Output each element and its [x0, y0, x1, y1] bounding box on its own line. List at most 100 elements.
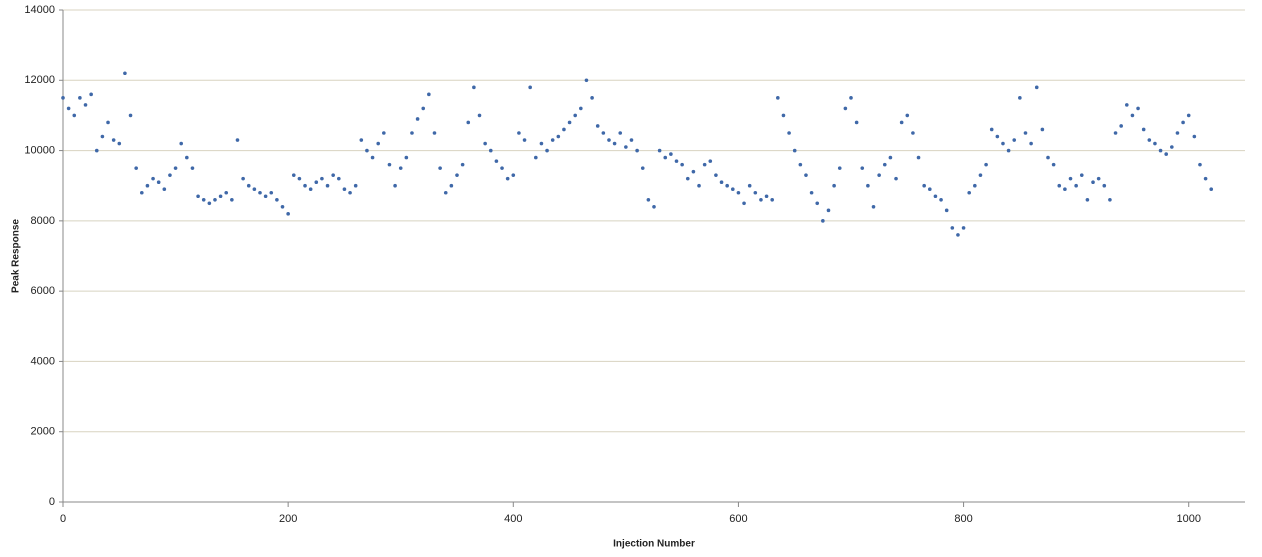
point: [117, 141, 122, 146]
point: [832, 183, 836, 188]
point: [1018, 96, 1022, 100]
point: [100, 134, 105, 139]
point: [821, 219, 825, 223]
point: [263, 194, 268, 199]
y-axis-label: Peak Response: [11, 219, 22, 293]
point: [477, 113, 482, 118]
point: [1158, 148, 1163, 153]
point: [1046, 155, 1050, 160]
point: [736, 190, 741, 195]
point: [567, 120, 572, 125]
point: [1119, 124, 1123, 128]
point: [725, 183, 729, 188]
x-tick-label: 1000: [1176, 513, 1200, 525]
point: [764, 194, 769, 199]
point: [956, 233, 960, 237]
point: [1040, 127, 1045, 132]
point: [646, 197, 651, 202]
point: [657, 148, 662, 153]
y-tick-label: 10000: [24, 144, 55, 156]
point: [866, 183, 870, 188]
point: [162, 187, 167, 192]
point: [376, 141, 381, 146]
y-tick-label: 6000: [31, 285, 55, 297]
point: [218, 194, 223, 199]
point: [365, 148, 369, 153]
point: [224, 190, 229, 195]
point: [1186, 113, 1191, 118]
point: [1136, 106, 1140, 111]
point: [663, 155, 668, 160]
point: [978, 173, 983, 177]
point: [590, 96, 594, 100]
x-tick-label: 600: [729, 513, 747, 525]
point: [410, 131, 414, 135]
point: [973, 183, 977, 188]
point: [809, 190, 814, 195]
point: [449, 183, 454, 188]
point: [275, 197, 279, 202]
point: [421, 106, 426, 111]
point: [106, 120, 110, 125]
y-tick-label: 12000: [24, 74, 55, 86]
point: [826, 208, 831, 213]
point: [320, 176, 324, 181]
point: [280, 205, 285, 209]
point: [1029, 141, 1033, 146]
point: [1125, 103, 1129, 107]
point: [1096, 176, 1101, 181]
point: [415, 117, 420, 121]
point: [595, 124, 600, 128]
point: [190, 166, 195, 170]
point: [111, 138, 116, 142]
point: [78, 96, 82, 100]
point: [950, 226, 955, 230]
point: [742, 201, 746, 206]
point: [770, 197, 774, 202]
point: [1113, 131, 1118, 135]
point: [702, 162, 707, 167]
point: [685, 176, 690, 181]
point: [539, 141, 544, 146]
point: [579, 106, 583, 111]
point: [995, 134, 1000, 139]
point: [815, 201, 820, 206]
point: [185, 155, 189, 160]
point: [629, 138, 634, 142]
point: [697, 183, 701, 188]
point: [517, 131, 521, 135]
point: [1034, 85, 1039, 90]
point: [353, 183, 358, 188]
point: [61, 96, 65, 100]
point: [640, 166, 645, 170]
point: [1001, 141, 1005, 146]
point: [1141, 127, 1146, 132]
point: [787, 131, 791, 135]
point: [1153, 141, 1157, 146]
point: [905, 113, 910, 118]
point: [1192, 134, 1197, 139]
point: [258, 190, 262, 195]
point: [781, 113, 786, 118]
point: [303, 183, 307, 188]
point: [455, 173, 459, 177]
point: [545, 148, 549, 153]
point: [1091, 180, 1095, 184]
point: [472, 85, 476, 90]
y-tick-label: 0: [49, 496, 55, 508]
point: [1074, 183, 1078, 188]
point: [708, 159, 713, 163]
point: [1068, 176, 1073, 181]
point: [624, 145, 628, 149]
point: [252, 187, 257, 192]
point: [804, 173, 808, 177]
y-tick-label: 14000: [24, 4, 55, 16]
point: [308, 187, 313, 192]
point: [528, 85, 532, 90]
point: [382, 131, 386, 135]
point: [922, 183, 926, 188]
point: [1079, 173, 1084, 177]
point: [984, 162, 988, 167]
point: [1147, 138, 1152, 142]
point: [939, 197, 943, 202]
